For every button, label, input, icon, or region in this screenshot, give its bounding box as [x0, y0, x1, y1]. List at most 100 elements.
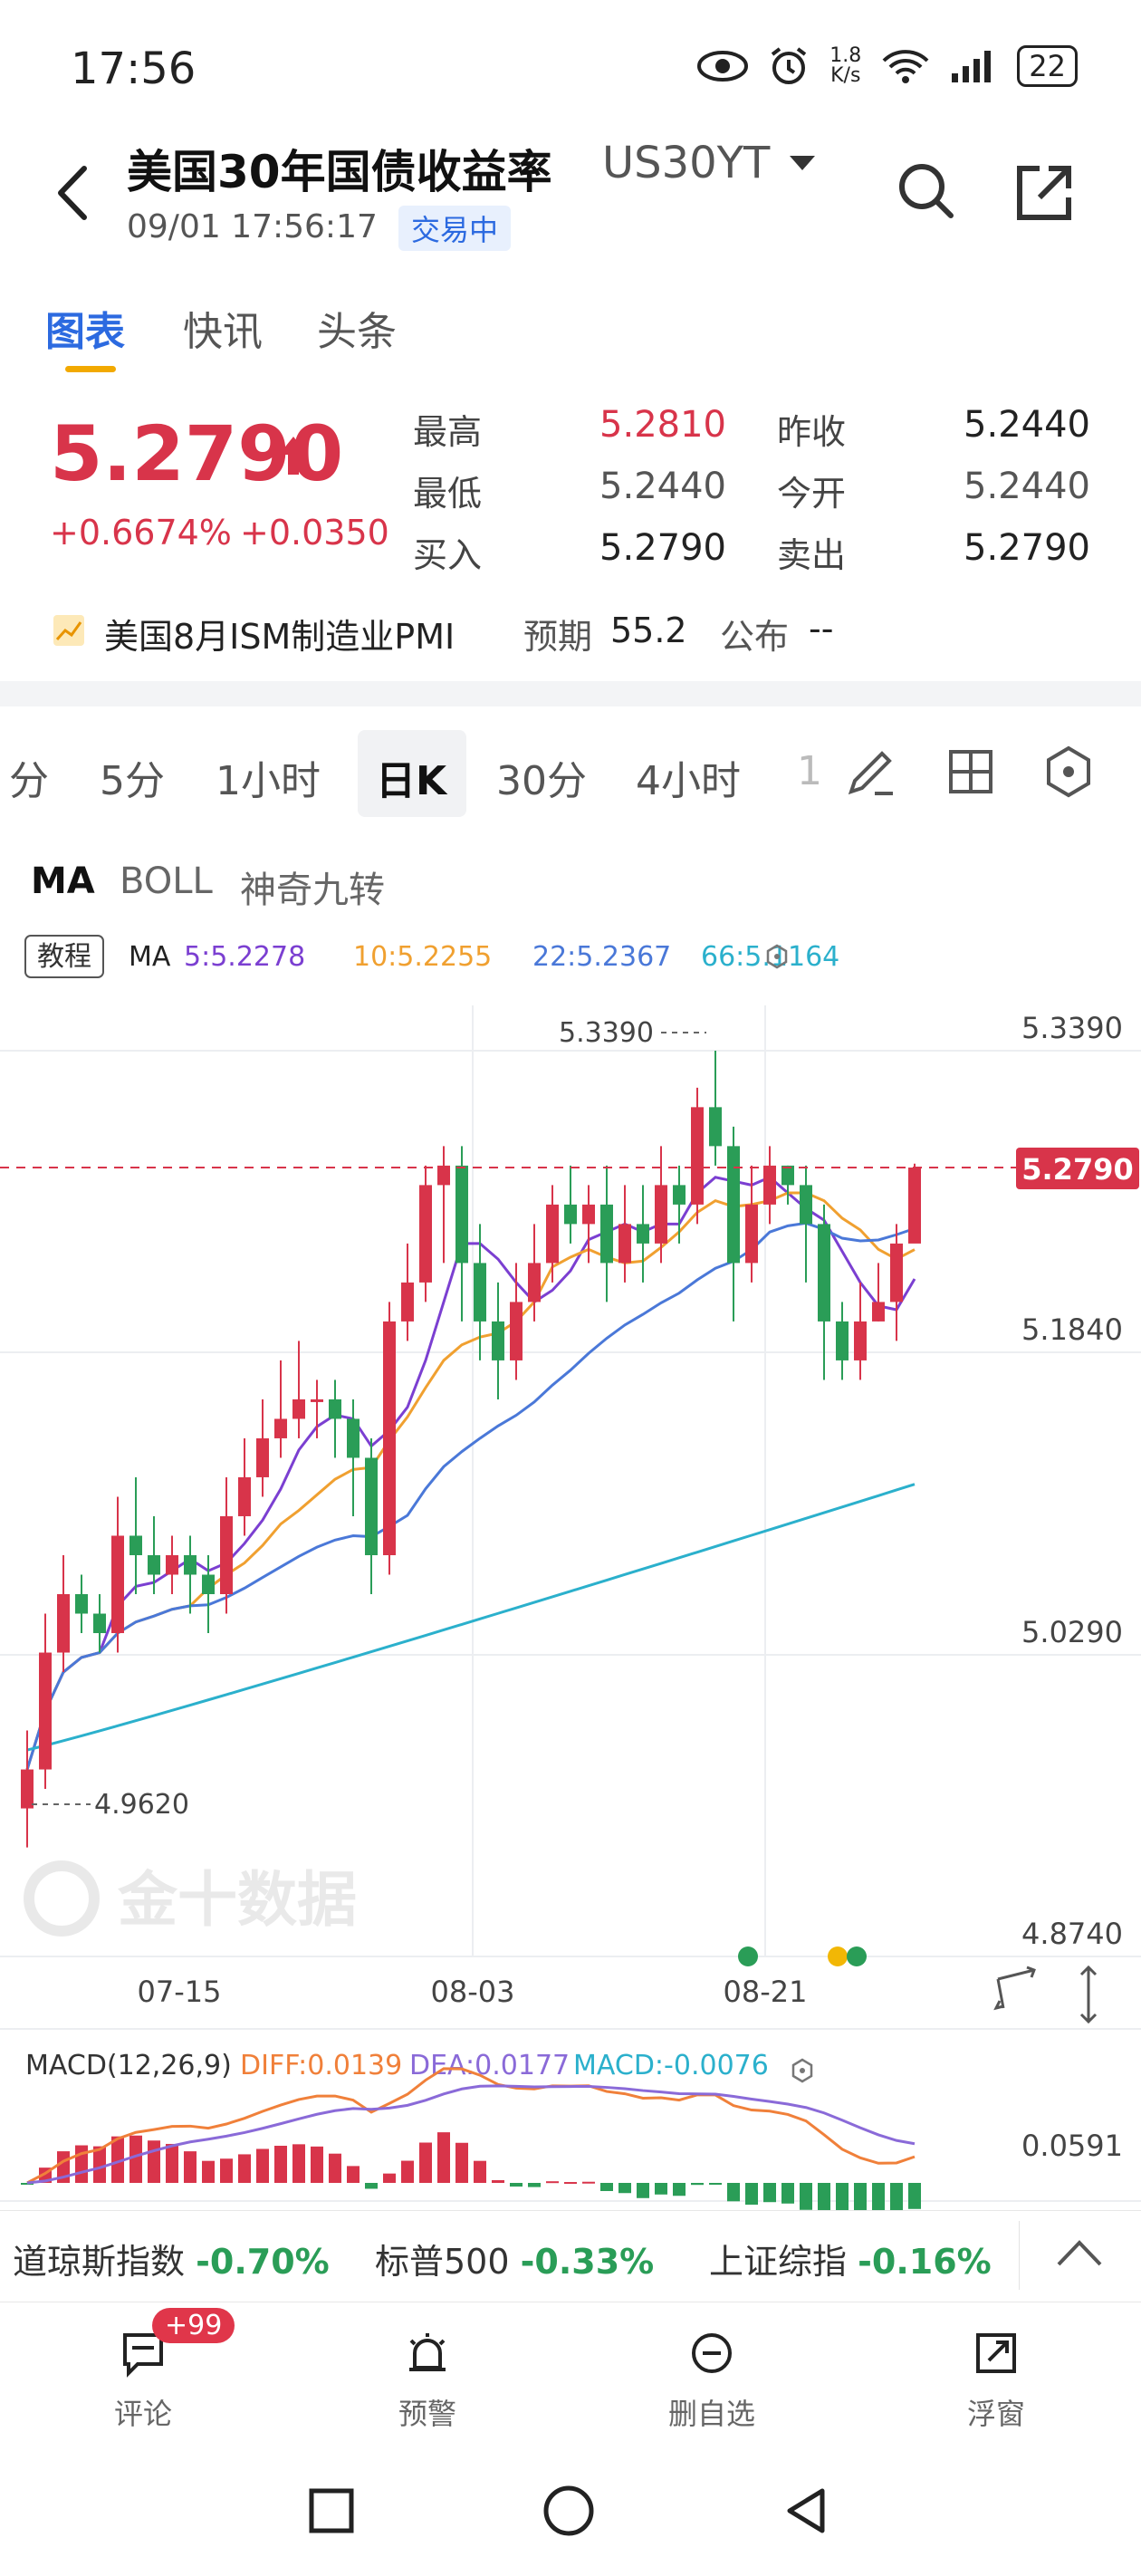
macd-bar [510, 2183, 523, 2187]
kline-chart[interactable]: 教程 MA 5:5.2278 10:5.2255 22:5.2367 66:5.… [0, 915, 1141, 2210]
bid-value: 5.2790 [599, 527, 726, 569]
tutorial-label[interactable]: 教程 [37, 941, 91, 973]
candle [184, 1554, 197, 1575]
ma66-line [26, 1483, 916, 1752]
nav-alarm[interactable]: 预警 [364, 2328, 491, 2433]
grid-layout-icon[interactable] [942, 743, 1000, 801]
period-more[interactable]: 1 [797, 748, 822, 794]
eye-icon [697, 51, 749, 82]
publish-value: -- [809, 609, 834, 649]
period-30min[interactable]: 30分 [496, 758, 587, 804]
high-value: 5.2810 [599, 404, 726, 446]
macd-histogram [21, 2067, 921, 2210]
change-percent: +0.6674% [50, 513, 232, 553]
search-icon[interactable] [895, 159, 958, 223]
remove-watchlist-icon[interactable] [686, 2328, 737, 2379]
period-daily[interactable]: 日K [376, 758, 447, 804]
bid-label: 买入 [413, 535, 483, 575]
draw-tool-icon[interactable] [842, 743, 900, 801]
period-5min[interactable]: 5分 [100, 758, 165, 804]
macd-diff-line [26, 2067, 916, 2185]
macd-bar [745, 2183, 758, 2206]
back-triangle-icon[interactable] [779, 2484, 833, 2538]
wifi-icon [882, 50, 929, 83]
candle [818, 1224, 830, 1322]
watermark-text: 金十数据 [117, 1865, 357, 1935]
candle [673, 1185, 686, 1205]
period-minute[interactable]: 分 [9, 758, 49, 804]
ma22-value: 22:5.2367 [532, 941, 671, 973]
macd-settings-icon[interactable] [791, 2058, 813, 2083]
vertical-resize-icon[interactable] [1079, 1965, 1098, 2024]
nav-comment[interactable]: 评论 [80, 2328, 206, 2433]
share-icon[interactable] [1012, 161, 1076, 225]
trading-status-badge: 交易中 [398, 206, 512, 251]
macd-bar [800, 2183, 812, 2210]
indicator-magic-nine[interactable]: 神奇九转 [240, 870, 385, 911]
candlesticks [21, 1051, 921, 1848]
active-period-bg [358, 730, 466, 817]
period-1hour[interactable]: 1小时 [216, 758, 321, 804]
y-tick-label: 5.1840 [1021, 1312, 1123, 1347]
event-marker[interactable] [847, 1946, 867, 1966]
tab-headlines[interactable]: 头条 [317, 309, 397, 355]
recent-apps-icon[interactable] [304, 2484, 359, 2538]
candle [510, 1302, 523, 1360]
macd-bar [111, 2136, 124, 2183]
candle [256, 1437, 269, 1477]
candle [21, 1769, 34, 1809]
x-tick-label: 07-15 [138, 1975, 222, 2009]
macd-dea-line [26, 2084, 916, 2185]
home-icon[interactable] [542, 2484, 596, 2538]
float-window-icon[interactable] [971, 2328, 1021, 2379]
period-4hour[interactable]: 4小时 [636, 758, 741, 804]
caret-down-icon[interactable] [790, 156, 815, 170]
nav-float-window[interactable]: 浮窗 [933, 2328, 1060, 2433]
nav-remove-watchlist[interactable]: 删自选 [648, 2328, 775, 2433]
tab-chart[interactable]: 图表 [45, 309, 125, 355]
low-annotation: 4.9620 [94, 1789, 189, 1821]
tutorial-button[interactable] [24, 935, 104, 978]
event-marker[interactable] [828, 1946, 848, 1966]
ma66-value: 66:5.1164 [701, 941, 839, 973]
alarm-bell-icon[interactable] [402, 2328, 453, 2379]
settings-hex-icon[interactable] [1040, 743, 1098, 801]
fullscreen-icon[interactable] [993, 1966, 1036, 2011]
symbol-selector[interactable]: US30YT [602, 138, 771, 188]
macd-bar [184, 2151, 197, 2183]
macd-bar [365, 2183, 378, 2189]
indicator-ma[interactable]: MA [31, 860, 95, 902]
macd-bar [329, 2153, 341, 2183]
watermark-logo: 金十数据 [24, 1860, 357, 1937]
macd-bar [220, 2158, 233, 2183]
indicator-boll[interactable]: BOLL [120, 860, 213, 902]
market-ticker-bar[interactable] [0, 2210, 1141, 2302]
macd-bar [727, 2183, 740, 2202]
macd-bar [854, 2183, 867, 2210]
macd-bar [673, 2183, 686, 2196]
ask-value: 5.2790 [964, 527, 1090, 569]
candle [745, 1204, 758, 1264]
macd-bar [691, 2183, 704, 2186]
ticker-dow[interactable]: 道琼斯指数 -0.70% [13, 2242, 330, 2282]
event-name[interactable]: 美国8月ISM制造业PMI [104, 617, 455, 657]
candle [854, 1321, 867, 1360]
event-marker[interactable] [738, 1946, 758, 1966]
tab-flash-news[interactable]: 快讯 [183, 309, 263, 355]
macd-bar [600, 2183, 613, 2191]
up-arrow-icon [279, 437, 308, 475]
candle [311, 1399, 323, 1402]
net-speed: 1.8 K/s [829, 44, 862, 87]
ticker-sp500[interactable]: 标普500 -0.33% [375, 2242, 655, 2282]
macd-bar [419, 2142, 432, 2183]
candle [474, 1263, 486, 1322]
candle [763, 1165, 776, 1205]
macd-bar [437, 2132, 450, 2183]
chevron-up-icon[interactable] [1055, 2237, 1104, 2268]
chart-grid [0, 1005, 1141, 2202]
candle [781, 1165, 794, 1186]
ticker-shanghai[interactable]: 上证综指 -0.16% [709, 2242, 992, 2282]
back-arrow-icon[interactable] [50, 161, 95, 225]
candle [637, 1224, 649, 1244]
settings-hex-icon[interactable] [766, 944, 788, 969]
